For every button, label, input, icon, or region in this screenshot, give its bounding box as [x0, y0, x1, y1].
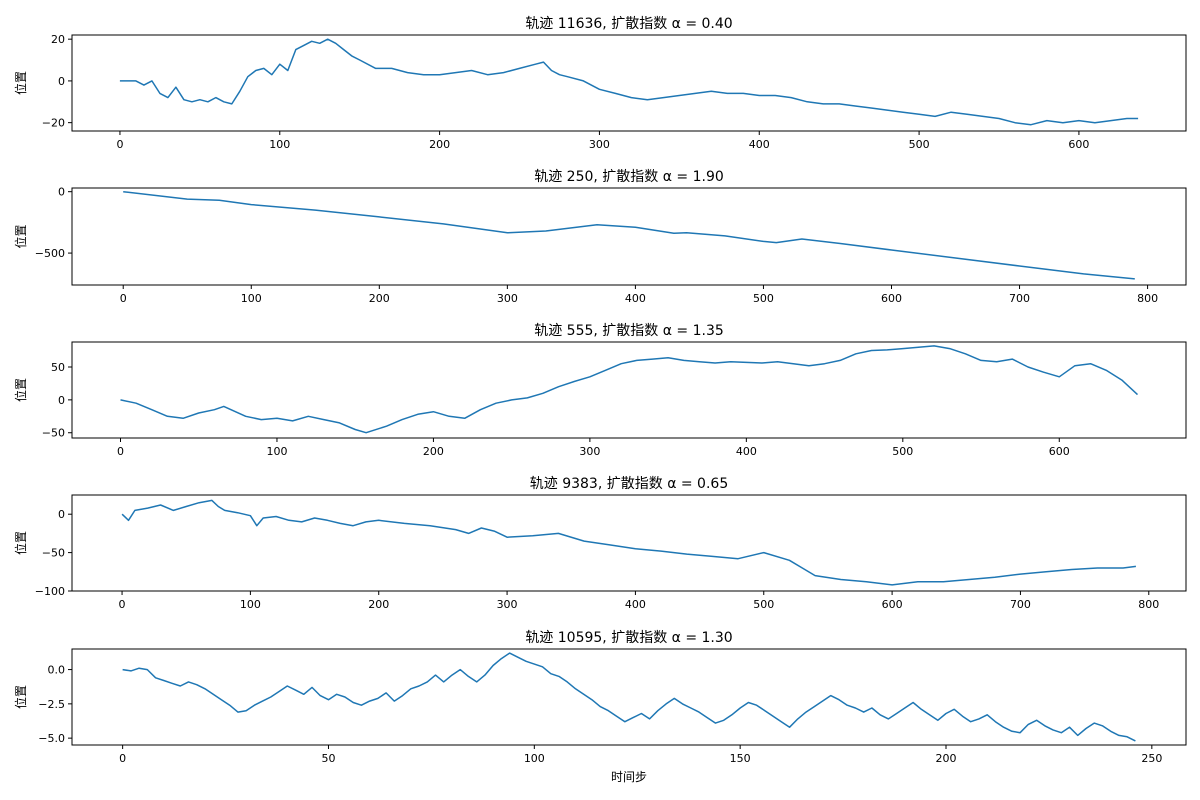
x-tick-label: 700: [1009, 292, 1030, 305]
x-tick-label: 500: [892, 445, 913, 458]
y-axis-label: 位置: [13, 224, 28, 248]
series-line: [123, 190, 1135, 280]
plot-frame: [71, 648, 1187, 746]
x-tick-label: 100: [524, 752, 545, 765]
y-tick-label: −50: [42, 427, 65, 440]
plot-frame: [71, 187, 1187, 286]
y-axis-label: 位置: [13, 71, 28, 95]
plot-frame: [71, 494, 1187, 592]
x-tick-label: 300: [497, 598, 518, 611]
x-tick-label: 200: [369, 292, 390, 305]
subplot-title: 轨迹 250, 扩散指数 α = 1.90: [534, 169, 724, 185]
series-line: [119, 38, 1139, 126]
x-tick-label: 600: [1068, 138, 1089, 151]
x-tick-label: 700: [1010, 598, 1031, 611]
x-tick-label: 0: [117, 445, 124, 458]
x-tick-label: 500: [753, 598, 774, 611]
subplot-4: 0 100 200 300 400 500 600 700 800 0 −50 −100 轨迹 9383…: [13, 476, 1187, 611]
x-tick-label: 200: [429, 138, 450, 151]
x-tick-label: 600: [881, 292, 902, 305]
subplot-2: 0 100 200 300 400 500 600 700 800 0 −500 轨迹 250, 扩散…: [13, 169, 1187, 305]
series-line: [120, 345, 1139, 434]
x-tick-label: 0: [119, 752, 126, 765]
series-line: [121, 499, 1136, 586]
subplot-title: 轨迹 555, 扩散指数 α = 1.35: [534, 323, 724, 339]
subplot-title: 轨迹 10595, 扩散指数 α = 1.30: [525, 630, 732, 646]
y-tick-label: 50: [51, 361, 65, 374]
x-tick-label: 0: [116, 138, 123, 151]
y-tick-label: 0: [58, 508, 65, 521]
y-tick-label: −50: [42, 547, 65, 560]
subplot-title: 轨迹 9383, 扩散指数 α = 0.65: [530, 476, 728, 492]
x-tick-label: 300: [497, 292, 518, 305]
x-tick-label: 150: [730, 752, 751, 765]
y-tick-label: −100: [35, 585, 65, 598]
x-tick-label: 100: [241, 292, 262, 305]
x-axis-label: 时间步: [611, 770, 647, 784]
y-tick-label: −20: [42, 117, 65, 130]
y-tick-label: 0: [58, 186, 65, 199]
series-line: [122, 652, 1136, 742]
plot-frame: [71, 341, 1187, 439]
y-tick-label: −5.0: [38, 732, 65, 745]
subplot-title: 轨迹 11636, 扩散指数 α = 0.40: [525, 16, 732, 32]
y-axis-label: 位置: [13, 378, 28, 402]
x-tick-label: 100: [266, 445, 287, 458]
y-axis-label: 位置: [13, 685, 28, 709]
x-tick-label: 500: [909, 138, 930, 151]
x-tick-label: 400: [625, 292, 646, 305]
x-tick-label: 200: [368, 598, 389, 611]
y-tick-label: −500: [35, 247, 65, 260]
y-tick-label: 0: [58, 394, 65, 407]
y-tick-label: 0: [58, 75, 65, 88]
x-tick-label: 200: [423, 445, 444, 458]
x-tick-label: 100: [240, 598, 261, 611]
x-tick-label: 0: [119, 598, 126, 611]
x-tick-label: 400: [625, 598, 646, 611]
plot-frame: [71, 34, 1187, 132]
x-tick-label: 800: [1138, 598, 1159, 611]
y-axis-label: 位置: [13, 531, 28, 555]
x-tick-label: 250: [1141, 752, 1162, 765]
x-tick-label: 0: [120, 292, 127, 305]
y-tick-label: −2.5: [38, 698, 65, 711]
subplot-5: 0 50 100 150 200 250 0.0 −2.5 −5.0 轨迹 10595, 扩散指数…: [13, 630, 1187, 784]
x-tick-label: 600: [1049, 445, 1070, 458]
x-tick-label: 300: [589, 138, 610, 151]
x-tick-label: 100: [269, 138, 290, 151]
x-tick-label: 500: [753, 292, 774, 305]
x-tick-label: 300: [579, 445, 600, 458]
x-tick-label: 400: [749, 138, 770, 151]
x-tick-label: 600: [882, 598, 903, 611]
x-tick-label: 200: [935, 752, 956, 765]
x-tick-label: 50: [321, 752, 335, 765]
y-tick-label: 20: [51, 33, 65, 46]
x-tick-label: 400: [736, 445, 757, 458]
x-tick-label: 800: [1137, 292, 1158, 305]
y-tick-label: 0.0: [48, 664, 66, 677]
